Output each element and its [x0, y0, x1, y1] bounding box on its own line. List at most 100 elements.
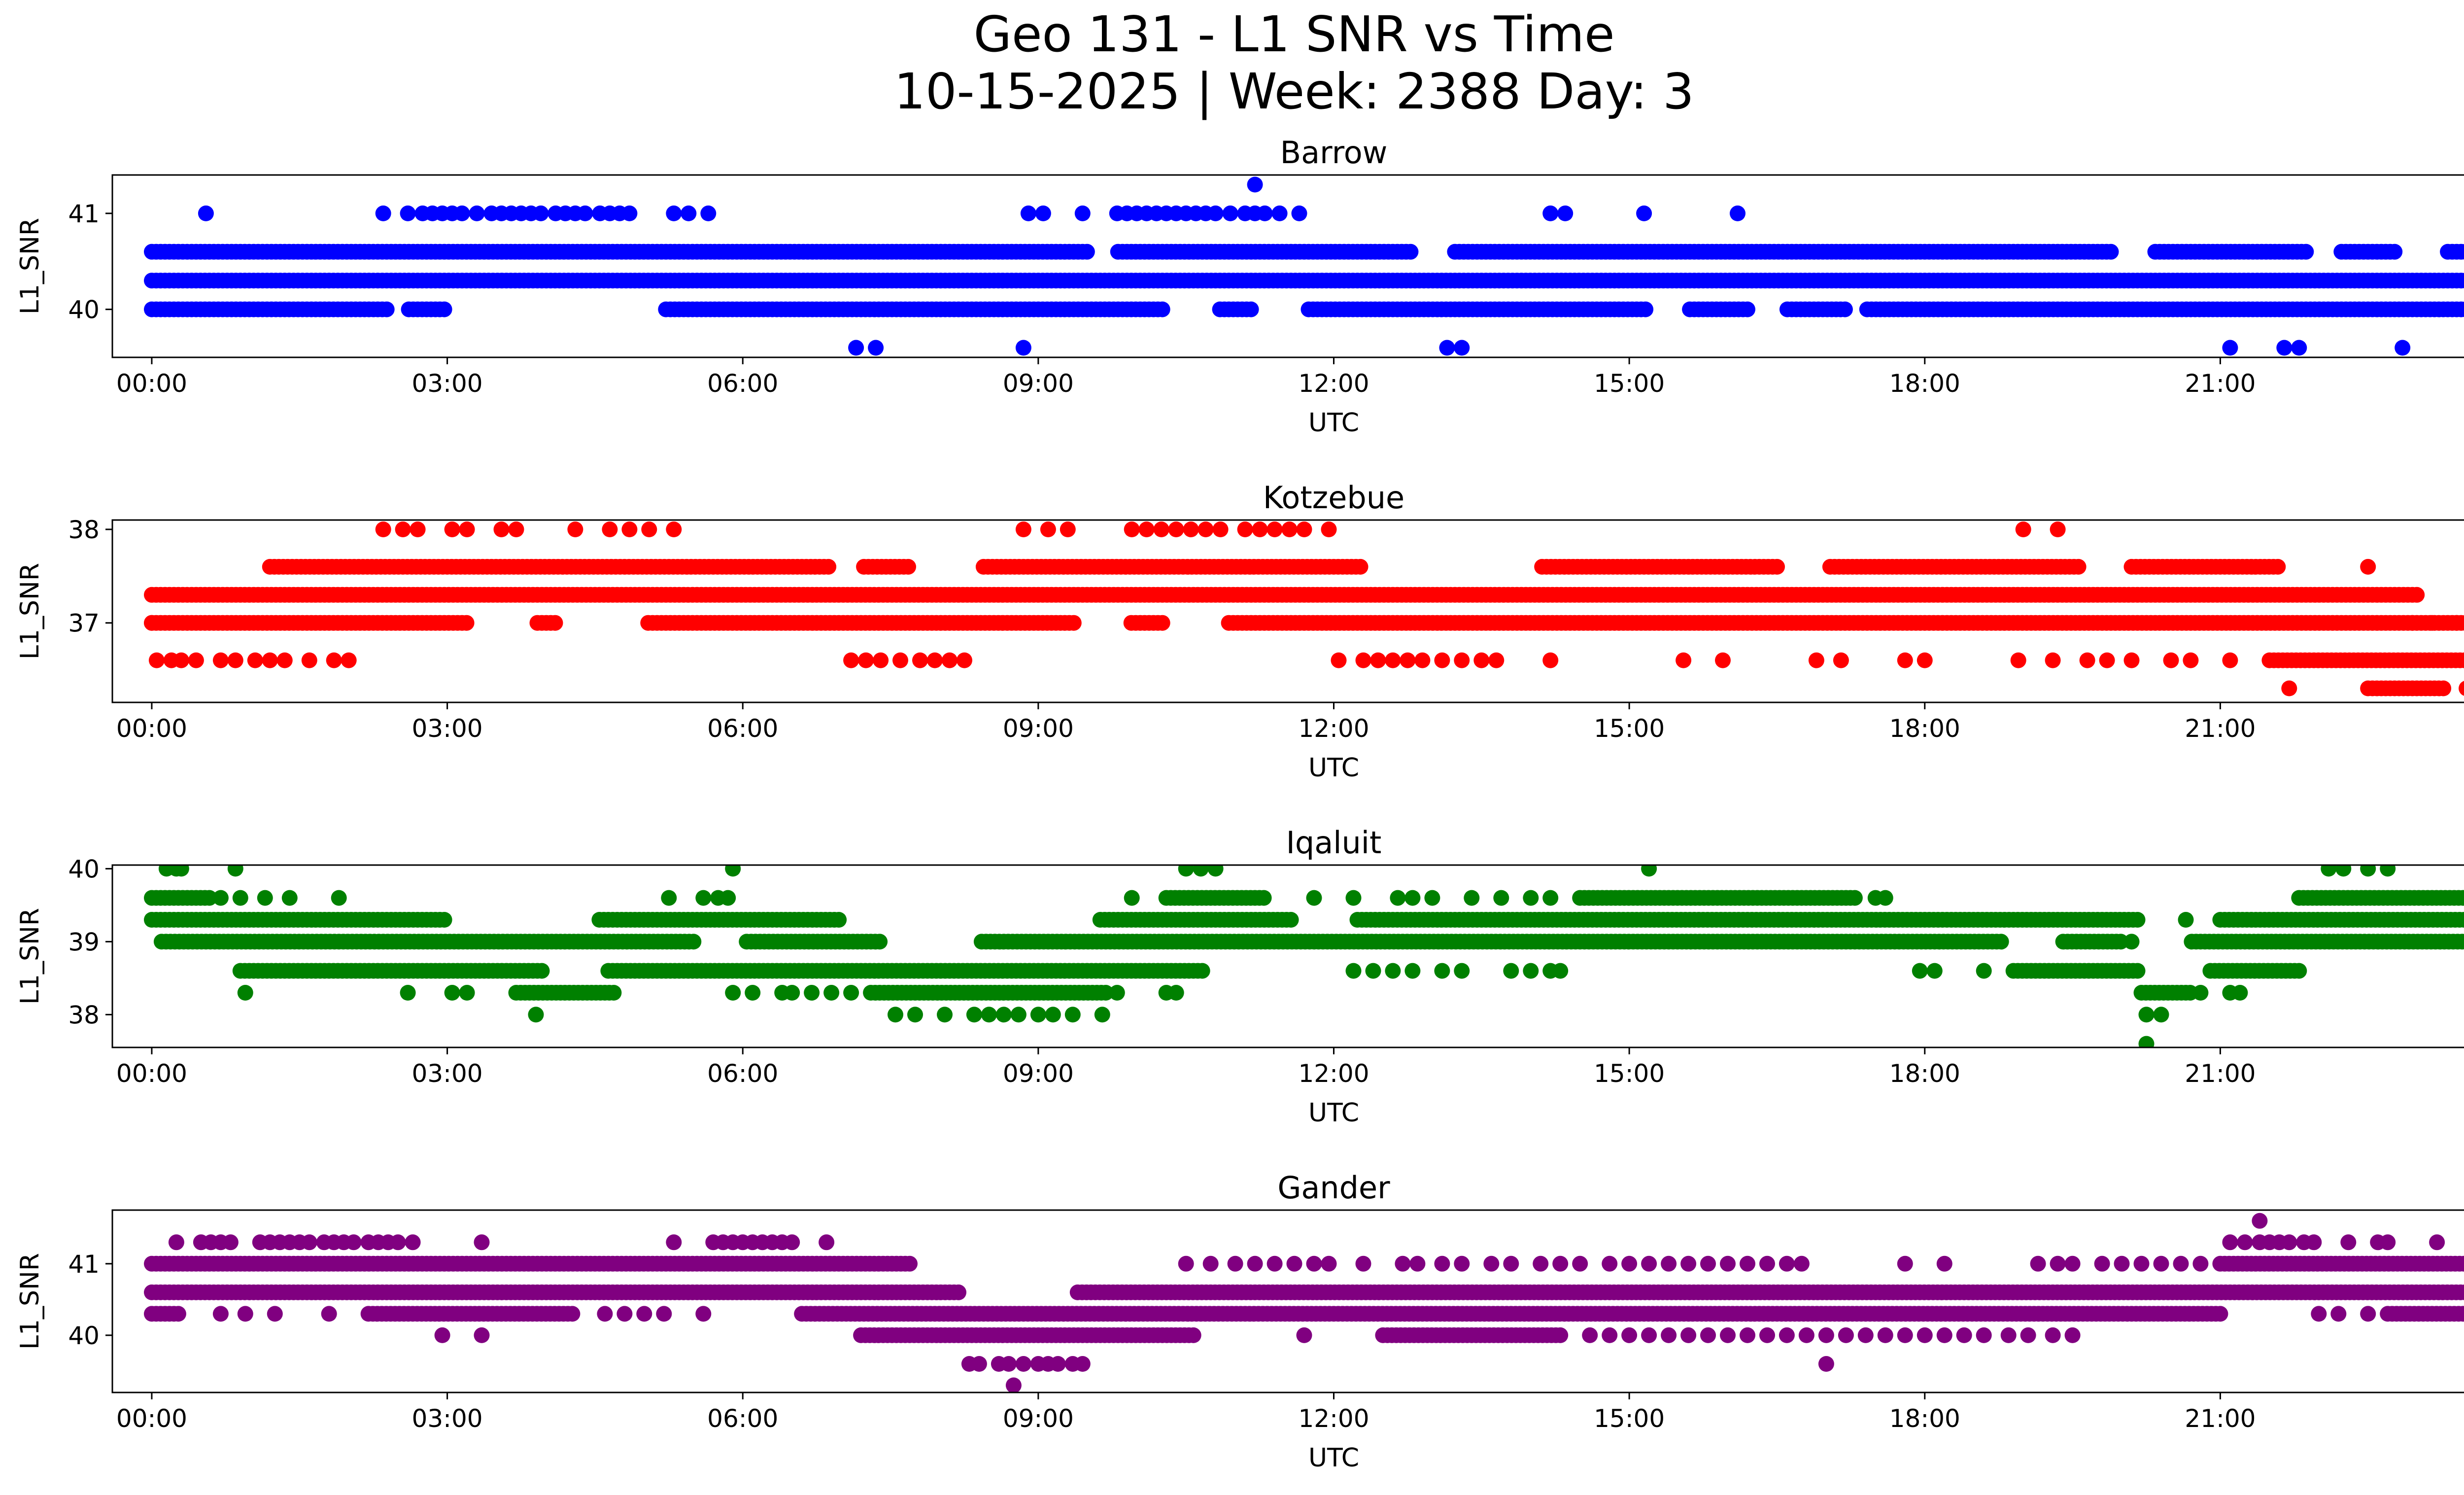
y-tick-label: 40	[68, 855, 100, 883]
data-point	[2435, 680, 2452, 696]
data-point	[1207, 865, 1224, 877]
data-point	[2404, 615, 2421, 631]
data-point	[1109, 985, 1125, 1001]
data-point	[459, 522, 475, 537]
data-point	[2163, 652, 2179, 668]
data-point	[1439, 340, 1455, 356]
data-point	[2070, 558, 2087, 575]
data-point	[685, 934, 702, 950]
y-tick-label: 38	[68, 516, 100, 544]
data-point	[2380, 865, 2396, 877]
x-tick-label: 06:00	[707, 714, 778, 743]
data-point	[1064, 1007, 1081, 1023]
data-point	[2449, 615, 2464, 631]
data-point	[1542, 890, 1559, 906]
y-tick-label: 38	[68, 1001, 100, 1029]
x-tick-label: 21:00	[2185, 1059, 2256, 1088]
data-point	[606, 985, 622, 1001]
data-point	[326, 652, 342, 668]
data-point	[1010, 1007, 1027, 1023]
data-point	[2276, 340, 2293, 356]
data-point	[1094, 1007, 1110, 1023]
data-point	[1256, 890, 1272, 906]
data-point	[1365, 963, 1381, 979]
data-point	[454, 205, 470, 221]
data-point	[745, 985, 761, 1001]
data-point	[848, 340, 864, 356]
data-point	[725, 985, 741, 1001]
data-point	[1404, 890, 1421, 906]
data-point	[1542, 205, 1559, 221]
data-point	[1993, 934, 2009, 950]
data-point	[1060, 522, 1076, 537]
data-point	[469, 205, 485, 221]
data-point	[1740, 301, 1755, 317]
data-point	[1390, 890, 1406, 906]
data-point	[1897, 652, 1913, 668]
data-point	[1345, 890, 1362, 906]
data-point	[1912, 963, 1928, 979]
data-point	[1321, 522, 1337, 537]
data-point	[2461, 1257, 2464, 1270]
data-point	[1847, 890, 1863, 906]
data-point	[444, 985, 460, 1001]
data-point	[534, 963, 550, 979]
data-point	[1168, 522, 1184, 537]
data-point	[1247, 176, 1263, 193]
x-tick-label: 18:00	[1889, 714, 1960, 743]
subplot-title: Kotzebue	[1263, 480, 1404, 516]
data-point	[1641, 865, 1657, 877]
data-point	[528, 1007, 544, 1023]
subplot-title: Barrow	[1280, 135, 1388, 171]
data-point	[1385, 963, 1401, 979]
data-point	[1837, 301, 1853, 317]
data-point	[1296, 522, 1312, 537]
data-point	[2459, 681, 2464, 696]
data-point	[1503, 963, 1519, 979]
data-point	[2123, 652, 2140, 668]
data-point	[1306, 890, 1322, 906]
data-point	[2099, 652, 2115, 668]
data-point	[1454, 340, 1470, 356]
axes-frame	[111, 519, 2464, 703]
data-point	[2079, 652, 2095, 668]
data-point	[148, 652, 165, 668]
data-point	[823, 985, 840, 1001]
data-point	[1168, 985, 1184, 1001]
data-point	[2138, 1007, 2155, 1023]
data-point	[1370, 652, 1386, 668]
data-point	[1154, 301, 1170, 317]
data-point	[2183, 652, 2199, 668]
data-point	[1523, 890, 1539, 906]
data-point	[2270, 558, 2286, 575]
data-point	[2335, 865, 2352, 877]
data-point	[1403, 243, 1419, 260]
data-point	[257, 890, 273, 906]
data-point	[1808, 652, 1824, 668]
data-point	[1178, 865, 1194, 877]
data-point	[2462, 246, 2464, 257]
data-point	[666, 522, 682, 537]
subplot-title: Iqaluit	[1286, 825, 1382, 861]
data-point	[1237, 522, 1253, 537]
data-point	[1676, 652, 1692, 668]
data-point	[2458, 273, 2464, 288]
data-point	[2461, 654, 2464, 667]
data-point	[784, 985, 800, 1001]
data-point	[2460, 891, 2464, 905]
data-point	[1414, 652, 1431, 668]
data-point	[1523, 963, 1539, 979]
figure-title-line2: 10-15-2025 | Week: 2388 Day: 3	[894, 63, 1694, 120]
data-point	[436, 912, 452, 928]
data-point	[2298, 243, 2314, 260]
data-point	[2462, 275, 2464, 286]
data-point	[1074, 205, 1091, 221]
data-point	[1542, 652, 1559, 668]
x-tick-label: 15:00	[1594, 714, 1665, 743]
x-axis-label: UTC	[1308, 408, 1359, 438]
x-tick-label: 03:00	[412, 369, 483, 398]
x-tick-label: 15:00	[1594, 1059, 1665, 1088]
data-point	[567, 522, 583, 537]
data-point	[1045, 1007, 1061, 1023]
